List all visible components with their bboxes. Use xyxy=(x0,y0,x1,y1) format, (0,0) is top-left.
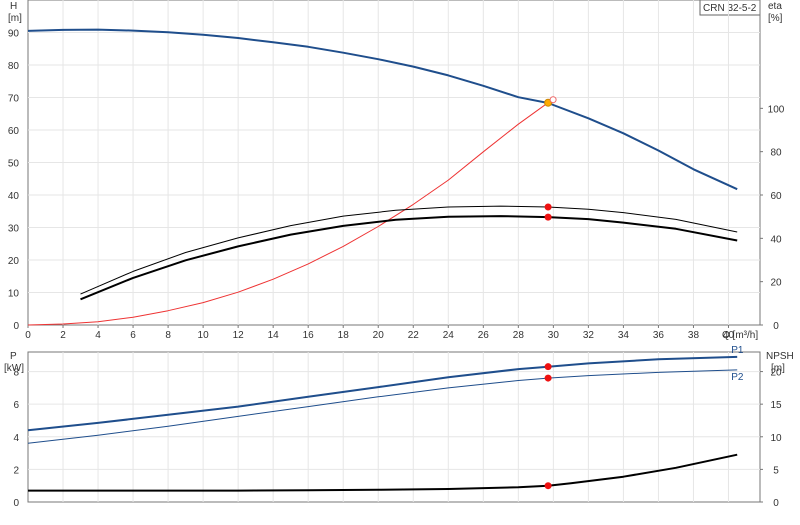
x-tick-label: 38 xyxy=(688,330,700,341)
top-left-tick-label: 0 xyxy=(13,321,19,332)
top-left-tick-label: 10 xyxy=(8,289,20,300)
x-tick-label: 14 xyxy=(268,330,280,341)
model-label: CRN 32-5-2 xyxy=(703,3,757,14)
x-tick-label: 32 xyxy=(583,330,595,341)
series-label-p1: P1 xyxy=(731,345,744,356)
top-left-tick-label: 90 xyxy=(8,29,20,40)
duty-point-marker xyxy=(544,363,552,371)
top-right-axis-label: eta xyxy=(768,1,782,12)
bottom-left-tick-label: 2 xyxy=(13,465,19,476)
top-left-tick-label: 50 xyxy=(8,159,20,170)
x-tick-label: 16 xyxy=(303,330,315,341)
top-right-tick-label: 100 xyxy=(768,104,785,115)
top-right-tick-label: 40 xyxy=(770,234,782,245)
bottom-left-tick-label: 0 xyxy=(13,498,19,509)
x-tick-label: 8 xyxy=(165,330,171,341)
top-right-tick-label: 60 xyxy=(770,191,782,202)
bottom-left-axis-label: P xyxy=(10,351,17,362)
x-axis-label: Q [m³/h] xyxy=(722,330,758,341)
model-label-box: CRN 32-5-2 xyxy=(699,0,761,16)
top-series-line xyxy=(27,102,549,326)
x-tick-label: 20 xyxy=(373,330,385,341)
bottom-left-axis-unit: [kW] xyxy=(4,363,24,374)
x-tick-label: 2 xyxy=(60,330,66,341)
top-left-tick-label: 80 xyxy=(8,61,20,72)
bottom-left-tick-label: 4 xyxy=(13,433,19,444)
top-series-line xyxy=(80,205,738,295)
bottom-series-line xyxy=(28,453,738,492)
bottom-left-tick-label: 8 xyxy=(13,368,19,379)
x-tick-label: 0 xyxy=(25,330,31,341)
top-left-tick-label: 70 xyxy=(8,94,20,105)
x-tick-label: 30 xyxy=(548,330,560,341)
duty-point-marker xyxy=(544,213,552,221)
duty-point-marker xyxy=(544,374,552,382)
duty-point-marker xyxy=(544,203,552,211)
bottom-right-tick-label: 5 xyxy=(773,465,779,476)
bottom-right-tick-label: 0 xyxy=(773,498,779,509)
bottom-right-axis-unit: [m] xyxy=(771,363,785,374)
top-series-line xyxy=(80,215,738,301)
top-right-axis-unit: [%] xyxy=(768,13,783,24)
top-left-axis-unit: [m] xyxy=(8,13,22,24)
top-series-line xyxy=(27,28,738,191)
duty-point-outline-marker xyxy=(549,96,557,104)
top-left-tick-label: 40 xyxy=(8,191,20,202)
top-left-axis-label: H xyxy=(10,1,17,12)
top-right-tick-label: 80 xyxy=(770,148,782,159)
x-tick-label: 28 xyxy=(513,330,525,341)
bottom-right-axis-label: NPSH xyxy=(766,351,794,362)
top-right-tick-label: 0 xyxy=(773,321,779,332)
x-tick-label: 40 xyxy=(723,330,735,341)
top-left-tick-label: 60 xyxy=(8,126,20,137)
x-tick-label: 6 xyxy=(130,330,136,341)
x-tick-label: 24 xyxy=(443,330,455,341)
bottom-left-tick-label: 6 xyxy=(13,400,19,411)
bottom-right-tick-label: 15 xyxy=(770,400,782,411)
series-label-p2: P2 xyxy=(731,372,744,383)
x-tick-label: 18 xyxy=(338,330,350,341)
x-tick-label: 22 xyxy=(408,330,420,341)
top-right-tick-label: 20 xyxy=(770,278,782,289)
x-tick-label: 34 xyxy=(618,330,630,341)
bottom-series-line xyxy=(27,355,738,432)
x-tick-label: 26 xyxy=(478,330,490,341)
top-left-tick-label: 30 xyxy=(8,224,20,235)
bottom-series-line xyxy=(27,369,738,444)
top-left-tick-label: 20 xyxy=(8,256,20,267)
bottom-right-tick-label: 10 xyxy=(770,433,782,444)
duty-point-marker xyxy=(544,482,552,490)
x-tick-label: 36 xyxy=(653,330,665,341)
x-tick-label: 12 xyxy=(233,330,245,341)
x-tick-label: 4 xyxy=(95,330,101,341)
x-tick-label: 10 xyxy=(198,330,210,341)
bottom-plot-frame xyxy=(27,351,761,503)
bottom-right-tick-label: 20 xyxy=(770,368,782,379)
